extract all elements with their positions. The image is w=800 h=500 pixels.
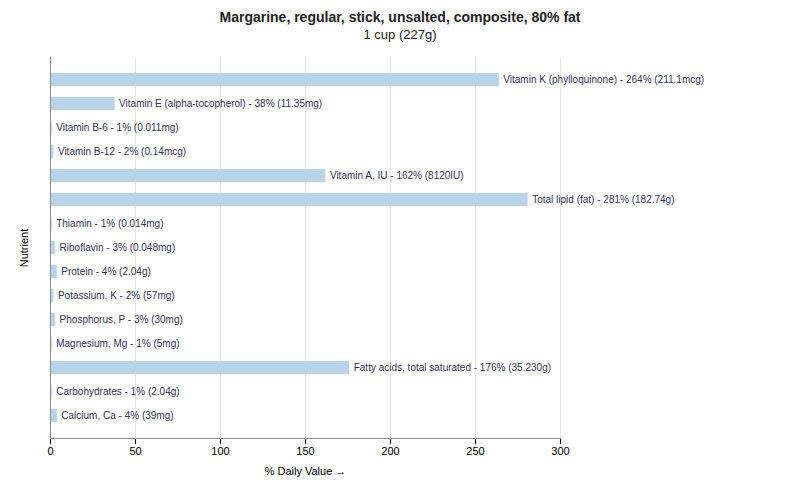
svg-text:0: 0 bbox=[47, 445, 53, 457]
svg-text:Potassium, K - 2% (57mg): Potassium, K - 2% (57mg) bbox=[58, 290, 175, 301]
svg-text:Vitamin A, IU - 162% (8120IU): Vitamin A, IU - 162% (8120IU) bbox=[330, 170, 464, 181]
svg-text:Vitamin B-6 - 1% (0.011mg): Vitamin B-6 - 1% (0.011mg) bbox=[56, 122, 178, 133]
svg-text:200: 200 bbox=[381, 445, 399, 457]
svg-text:Carbohydrates - 1% (2.04g): Carbohydrates - 1% (2.04g) bbox=[56, 386, 179, 397]
svg-text:250: 250 bbox=[466, 445, 484, 457]
svg-text:Vitamin K (phylloquinone) - 26: Vitamin K (phylloquinone) - 264% (211.1m… bbox=[503, 74, 704, 85]
svg-text:300: 300 bbox=[551, 445, 569, 457]
svg-text:Thiamin - 1% (0.014mg): Thiamin - 1% (0.014mg) bbox=[56, 218, 163, 229]
svg-text:Vitamin E (alpha-tocopherol) -: Vitamin E (alpha-tocopherol) - 38% (11.3… bbox=[119, 98, 322, 109]
svg-text:Phosphorus, P - 3% (30mg): Phosphorus, P - 3% (30mg) bbox=[60, 314, 183, 325]
svg-text:Total lipid (fat) - 281% (182.: Total lipid (fat) - 281% (182.74g) bbox=[532, 194, 674, 205]
svg-text:Vitamin B-12 - 2% (0.14mcg): Vitamin B-12 - 2% (0.14mcg) bbox=[58, 146, 186, 157]
svg-text:Fatty acids, total saturated -: Fatty acids, total saturated - 176% (35.… bbox=[354, 362, 551, 373]
svg-text:Calcium, Ca - 4% (39mg): Calcium, Ca - 4% (39mg) bbox=[61, 410, 173, 421]
svg-text:150: 150 bbox=[296, 445, 314, 457]
svg-text:50: 50 bbox=[129, 445, 141, 457]
svg-text:Magnesium, Mg - 1% (5mg): Magnesium, Mg - 1% (5mg) bbox=[56, 338, 179, 349]
svg-text:Protein - 4% (2.04g): Protein - 4% (2.04g) bbox=[61, 266, 151, 277]
svg-text:Riboflavin - 3% (0.048mg): Riboflavin - 3% (0.048mg) bbox=[60, 242, 176, 253]
svg-text:100: 100 bbox=[211, 445, 229, 457]
html-text:Margarine, regular, stick, uns: Margarine, regular, stick, unsalted, com… bbox=[219, 9, 581, 25]
svg-text:% Daily Value →: % Daily Value → bbox=[265, 465, 347, 477]
html-text:1 cup (227g): 1 cup (227g) bbox=[363, 27, 437, 42]
svg-text:Nutrient: Nutrient bbox=[18, 229, 30, 268]
